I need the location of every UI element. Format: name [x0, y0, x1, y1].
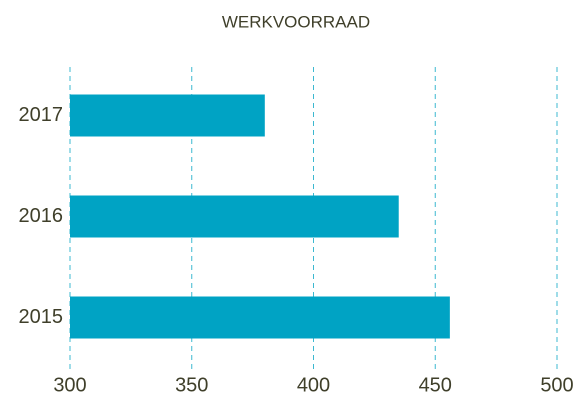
x-tick-label: 350	[175, 374, 208, 396]
x-tick-label: 500	[540, 374, 573, 396]
x-tick-label: 300	[53, 374, 86, 396]
x-tick-label: 450	[419, 374, 452, 396]
bar	[70, 296, 450, 339]
y-tick-label: 2015	[19, 306, 64, 328]
bar	[70, 195, 399, 238]
chart-title: WERKVOORRAAD	[222, 12, 370, 31]
y-tick-label: 2017	[19, 104, 64, 126]
bar	[70, 94, 265, 137]
y-tick-label: 2016	[19, 205, 64, 227]
x-tick-label: 400	[297, 374, 330, 396]
